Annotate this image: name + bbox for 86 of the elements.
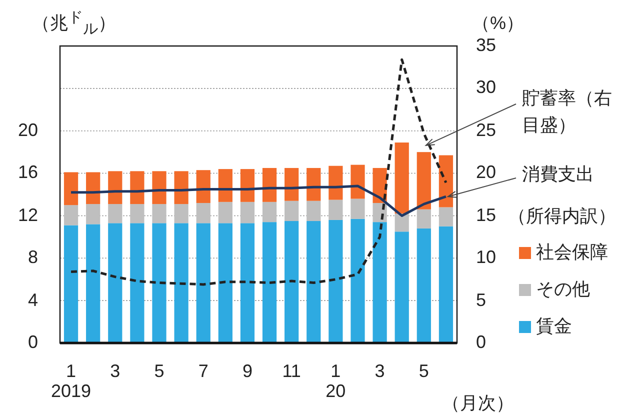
bar <box>438 155 454 208</box>
x-tick-label: 9 <box>242 361 252 382</box>
bar <box>240 202 255 224</box>
legend-title: （所得内訳） <box>508 206 616 227</box>
bar <box>284 221 299 343</box>
bar <box>108 223 122 343</box>
bar <box>328 166 343 200</box>
bar <box>130 223 144 343</box>
y2-tick-label: 25 <box>476 120 496 141</box>
x-tick-label: 5 <box>154 361 164 382</box>
bar <box>328 220 343 343</box>
text: 消費支出 <box>522 164 594 185</box>
y-tick-label: 16 <box>18 162 38 184</box>
y2-tick-label: 5 <box>476 290 486 310</box>
bar <box>218 202 232 224</box>
legend-label: 社会保障 <box>536 242 608 263</box>
y-tick-label: 8 <box>28 247 38 268</box>
bar <box>240 223 255 343</box>
bar <box>130 204 144 224</box>
x-tick-label: 5 <box>418 361 429 382</box>
bar <box>306 221 321 343</box>
bar <box>306 168 321 201</box>
bar <box>108 204 122 224</box>
bar <box>416 228 431 343</box>
y-tick-label: 0 <box>28 332 38 353</box>
x-tick-label: 7 <box>198 361 208 382</box>
bar <box>108 171 122 204</box>
y-axis-title: （兆$^{ド}$$_{ル}$） <box>32 8 116 38</box>
bar <box>350 218 365 343</box>
y2-tick-label: 35 <box>476 35 496 56</box>
bar <box>174 204 188 224</box>
legend-label: 賃金 <box>536 316 572 337</box>
bar <box>64 205 78 226</box>
bar <box>240 169 255 202</box>
y-tick-label: 12 <box>18 204 38 226</box>
bar <box>306 200 321 222</box>
bar <box>174 171 188 204</box>
y2-tick-label: 30 <box>476 78 496 98</box>
bar <box>394 214 409 232</box>
y2-tick-label: 20 <box>476 162 496 184</box>
bar <box>394 142 409 214</box>
bar <box>350 198 365 219</box>
x-tick-label: 3 <box>374 361 385 382</box>
bar <box>394 232 409 343</box>
x-tick-label: 11 <box>282 361 301 382</box>
bar <box>196 170 210 203</box>
bar <box>64 172 78 206</box>
bar <box>196 202 210 224</box>
bar <box>152 223 166 343</box>
y2-tick-label: 10 <box>476 247 496 268</box>
bar <box>130 171 144 204</box>
bar <box>328 200 343 220</box>
bar <box>86 224 100 343</box>
bar <box>196 223 210 343</box>
x-tick-label: 3 <box>110 361 120 382</box>
x-axis-title: （月次） <box>442 393 514 414</box>
y2-tick-label: 15 <box>476 204 496 226</box>
bar <box>64 225 78 343</box>
legend-label: その他 <box>536 279 590 300</box>
bar <box>262 222 277 343</box>
bar <box>284 168 299 201</box>
y2-axis-title: （%） <box>472 13 524 34</box>
bar <box>174 223 188 343</box>
bar <box>262 202 277 222</box>
bar <box>438 207 454 226</box>
text: 貯蓄率（右目盛） <box>522 87 613 137</box>
bar <box>350 164 365 199</box>
bar <box>152 204 166 224</box>
line-series <box>70 58 448 286</box>
y2-tick-label: 0 <box>476 332 486 353</box>
x-tick-label: 1 2019 <box>50 361 92 402</box>
bar <box>416 209 431 228</box>
bar <box>86 204 100 224</box>
bar <box>372 222 387 343</box>
line-series <box>70 184 448 217</box>
bar <box>152 171 166 204</box>
y-tick-label: 4 <box>28 290 38 310</box>
bar <box>416 152 431 210</box>
bar <box>218 169 232 202</box>
x-tick-label: 1 20 <box>326 361 346 402</box>
bar <box>218 223 232 343</box>
bar <box>262 168 277 202</box>
y-tick-label: 20 <box>18 120 38 141</box>
bar <box>86 172 100 204</box>
bar <box>438 226 454 343</box>
bar <box>284 200 299 222</box>
